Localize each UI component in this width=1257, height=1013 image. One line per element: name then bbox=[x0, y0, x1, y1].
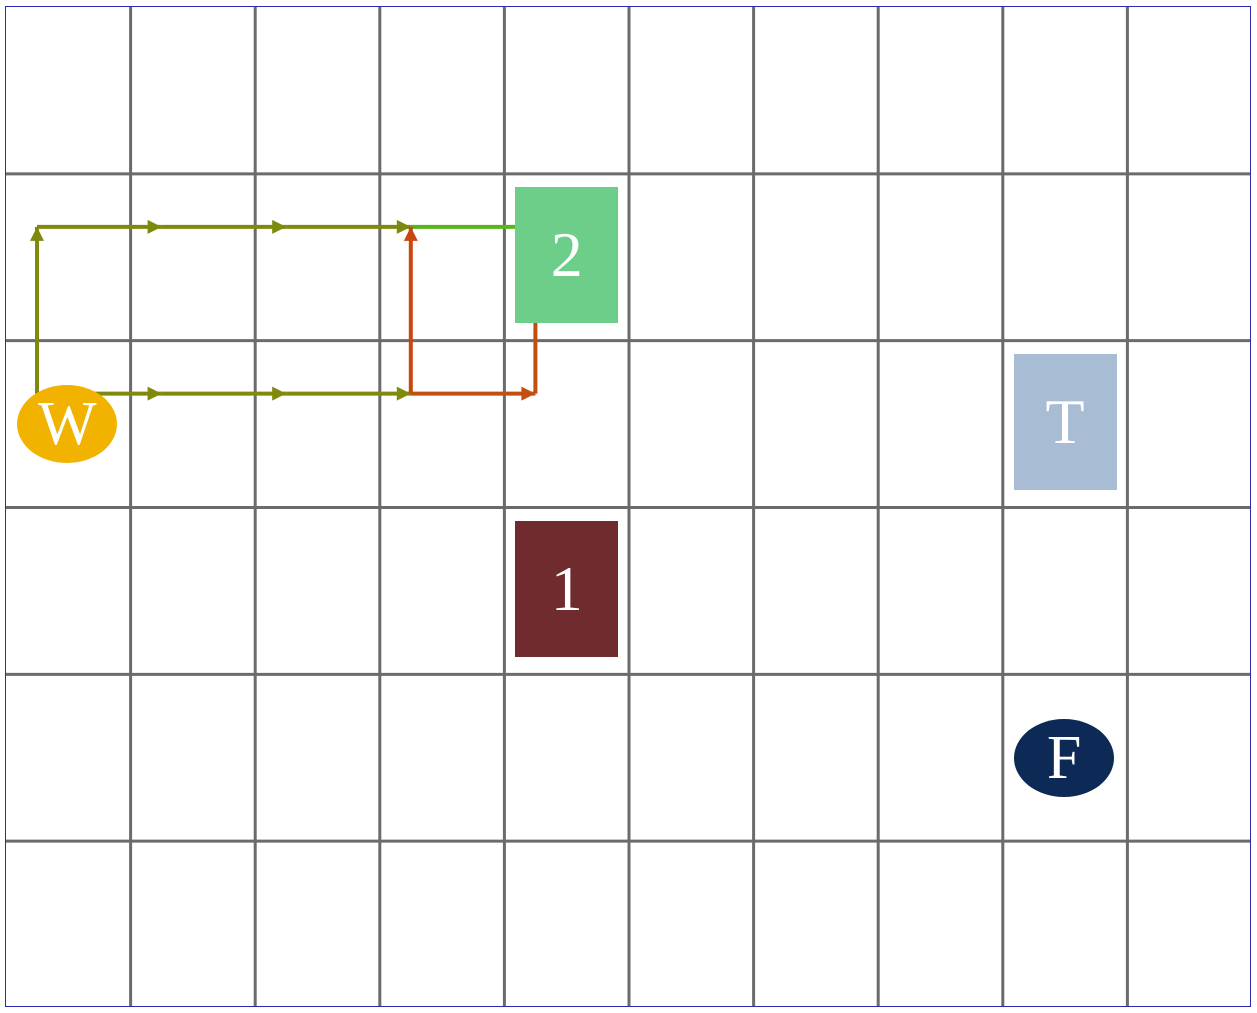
board-grid bbox=[6, 7, 1250, 1006]
piece-2[interactable]: 2 bbox=[515, 187, 619, 324]
arrow-head bbox=[396, 386, 411, 401]
arrow-head bbox=[147, 219, 162, 234]
game-board: 2 T 1 W F bbox=[5, 6, 1251, 1007]
arrow-head bbox=[30, 226, 44, 241]
piece-f[interactable]: F bbox=[1014, 718, 1115, 797]
piece-t[interactable]: T bbox=[1013, 354, 1117, 491]
arrow-head bbox=[521, 386, 536, 401]
arrow-head bbox=[272, 219, 287, 234]
arrow-head bbox=[403, 226, 418, 241]
piece-1[interactable]: 1 bbox=[515, 520, 619, 657]
path-arrows bbox=[30, 219, 543, 401]
piece-f-label: F bbox=[1046, 723, 1082, 792]
arrow-head bbox=[147, 386, 162, 401]
arrow-head bbox=[396, 219, 411, 234]
piece-t-label: T bbox=[1045, 386, 1085, 458]
arrow-head bbox=[272, 386, 287, 401]
piece-1-label: 1 bbox=[550, 552, 583, 624]
piece-w[interactable]: W bbox=[17, 385, 118, 464]
piece-w-label: W bbox=[38, 390, 97, 459]
piece-2-label: 2 bbox=[550, 219, 583, 291]
